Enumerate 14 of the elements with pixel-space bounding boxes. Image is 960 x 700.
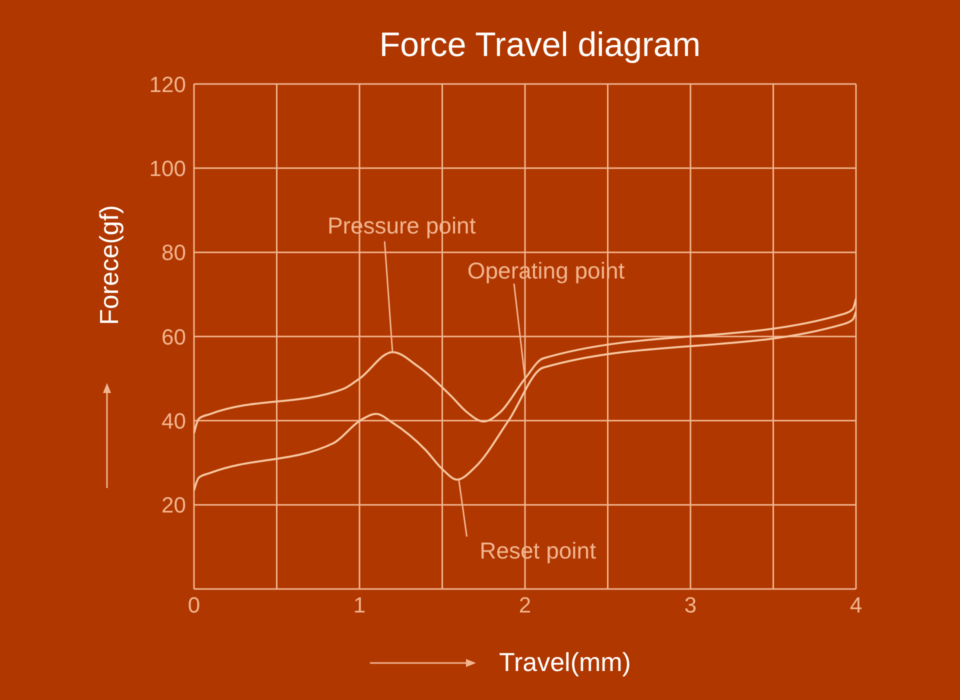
y-tick-label: 80 xyxy=(162,240,186,266)
y-axis-title: Forece(gf) xyxy=(94,205,124,325)
y-tick-label: 100 xyxy=(149,156,186,181)
x-tick-label: 3 xyxy=(684,592,697,618)
chart-title: Force Travel diagram xyxy=(379,26,701,64)
x-tick-label: 4 xyxy=(850,592,862,618)
x-tick-label: 1 xyxy=(353,592,366,618)
x-tick-label: 0 xyxy=(188,592,200,618)
x-axis-title: Travel(mm) xyxy=(499,647,631,677)
y-tick-label: 40 xyxy=(162,408,186,434)
y-tick-label: 60 xyxy=(162,324,186,350)
y-tick-label: 20 xyxy=(162,492,186,518)
x-tick-label: 2 xyxy=(518,592,532,618)
y-tick-label: 120 xyxy=(149,72,186,97)
